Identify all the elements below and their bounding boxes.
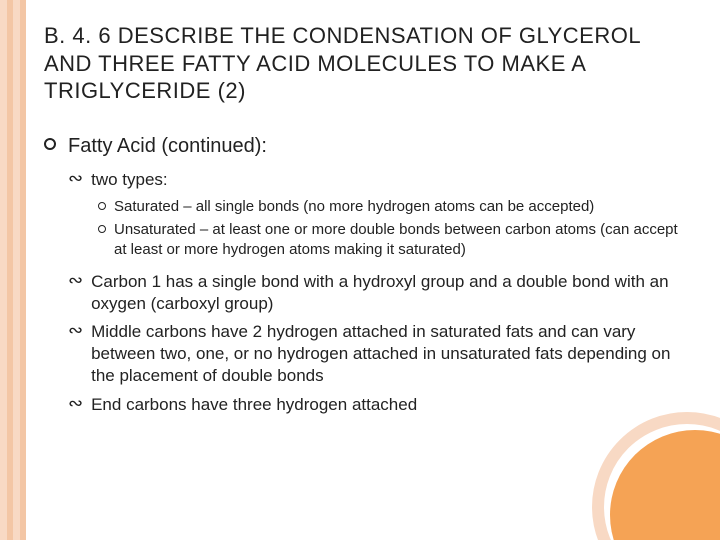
- bullet-lvl3: Saturated – all single bonds (no more hy…: [98, 197, 686, 217]
- lvl1-text: Fatty Acid (continued):: [68, 133, 267, 159]
- bullet-lvl2: ∾ Middle carbons have 2 hydrogen attache…: [68, 321, 686, 387]
- bullet-lvl1: Fatty Acid (continued):: [44, 133, 686, 159]
- small-ring-bullet-icon: [98, 225, 106, 233]
- bullet-lvl3: Unsaturated – at least one or more doubl…: [98, 220, 686, 259]
- lvl3-text: Saturated – all single bonds (no more hy…: [114, 197, 594, 217]
- lvl2-text: Carbon 1 has a single bond with a hydrox…: [91, 271, 686, 315]
- lvl2-text: two types:: [91, 169, 168, 191]
- stripe-4: [20, 0, 27, 540]
- script-bullet-icon: ∾: [68, 168, 83, 189]
- lvl2-text: End carbons have three hydrogen attached: [91, 394, 417, 416]
- script-bullet-icon: ∾: [68, 393, 83, 414]
- bullet-lvl2: ∾ Carbon 1 has a single bond with a hydr…: [68, 271, 686, 315]
- slide-content: B. 4. 6 DESCRIBE THE CONDENSATION OF GLY…: [44, 22, 686, 422]
- ring-bullet-icon: [44, 138, 56, 150]
- lvl3-text: Unsaturated – at least one or more doubl…: [114, 220, 686, 259]
- script-bullet-icon: ∾: [68, 270, 83, 291]
- slide-title: B. 4. 6 DESCRIBE THE CONDENSATION OF GLY…: [44, 22, 686, 105]
- bullet-lvl2: ∾ End carbons have three hydrogen attach…: [68, 394, 686, 416]
- script-bullet-icon: ∾: [68, 320, 83, 341]
- left-stripe-decoration: [0, 0, 26, 540]
- bullet-lvl2: ∾ two types:: [68, 169, 686, 191]
- lvl2-text: Middle carbons have 2 hydrogen attached …: [91, 321, 686, 387]
- small-ring-bullet-icon: [98, 202, 106, 210]
